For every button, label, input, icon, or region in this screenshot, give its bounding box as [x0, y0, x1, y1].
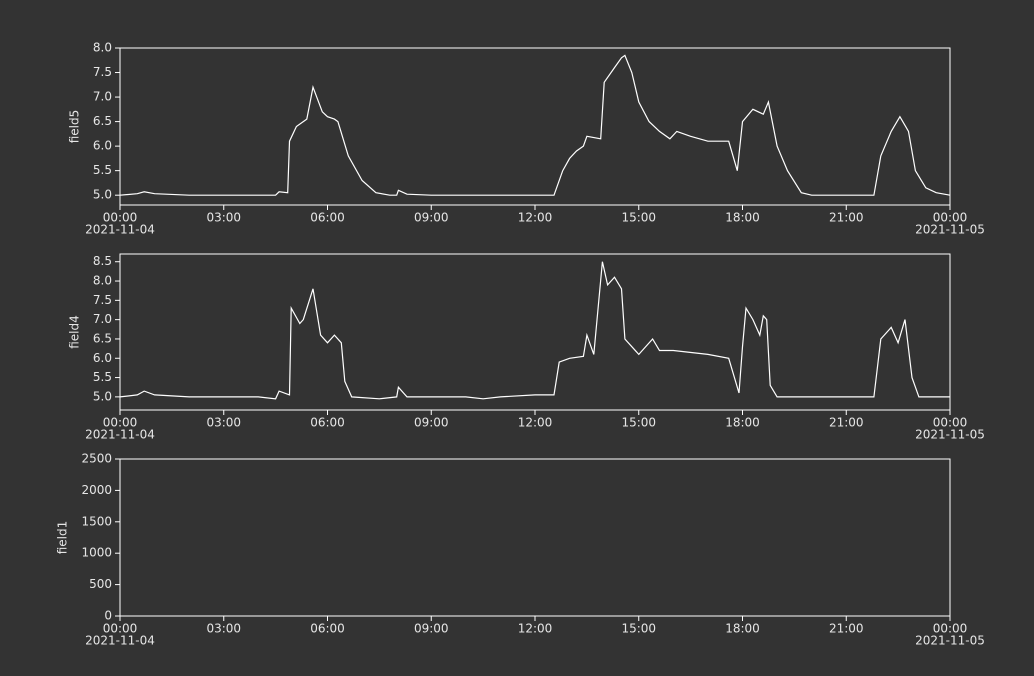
- x-tick-label: 21:00: [829, 416, 864, 430]
- x-tick-label: 00:00: [103, 211, 138, 225]
- x-tick-label: 21:00: [829, 211, 864, 225]
- data-line: [119, 261, 950, 400]
- y-tick-label: 8.5: [93, 254, 112, 268]
- x-tick-label: 03:00: [206, 211, 241, 225]
- x-tick-label: 00:00: [933, 622, 968, 636]
- y-tick-label: 5.0: [93, 188, 112, 202]
- y-tick-label: 2500: [81, 452, 112, 466]
- y-tick-label: 8.0: [93, 274, 112, 288]
- y-tick-label: 7.5: [93, 65, 112, 79]
- y-tick-label: 5.0: [93, 389, 112, 403]
- y-tick-label: 2000: [81, 483, 112, 497]
- x-tick-label: 18:00: [725, 211, 760, 225]
- y-tick-label: 7.0: [93, 90, 112, 104]
- x-tick-label: 18:00: [725, 416, 760, 430]
- y-tick-label: 6.0: [93, 351, 112, 365]
- y-tick-label: 6.0: [93, 139, 112, 153]
- x-tick-label: 03:00: [206, 416, 241, 430]
- x-tick-label: 12:00: [518, 622, 553, 636]
- x-tick-label: 18:00: [725, 622, 760, 636]
- x-tick-label: 15:00: [621, 416, 656, 430]
- x-tick-label: 00:00: [103, 416, 138, 430]
- x-date-label: 2021-11-04: [85, 428, 155, 442]
- x-tick-label: 12:00: [518, 416, 553, 430]
- y-tick-label: 1000: [81, 546, 112, 560]
- x-date-label: 2021-11-05: [915, 634, 985, 648]
- x-date-label: 2021-11-04: [85, 634, 155, 648]
- x-tick-label: 06:00: [310, 416, 345, 430]
- y-tick-label: 500: [89, 577, 112, 591]
- data-line: [119, 54, 951, 196]
- x-date-label: 2021-11-05: [915, 223, 985, 237]
- x-date-label: 2021-11-05: [915, 428, 985, 442]
- y-tick-label: 7.5: [93, 293, 112, 307]
- x-tick-label: 03:00: [206, 622, 241, 636]
- x-tick-label: 15:00: [621, 622, 656, 636]
- x-tick-label: 06:00: [310, 622, 345, 636]
- y-tick-label: 8.0: [93, 41, 112, 55]
- y-tick-label: 5.5: [93, 163, 112, 177]
- x-tick-label: 00:00: [103, 622, 138, 636]
- y-tick-label: 6.5: [93, 114, 112, 128]
- x-tick-label: 12:00: [518, 211, 553, 225]
- x-tick-label: 00:00: [933, 211, 968, 225]
- x-tick-label: 09:00: [414, 416, 449, 430]
- x-date-label: 2021-11-04: [85, 223, 155, 237]
- x-tick-label: 15:00: [621, 211, 656, 225]
- x-tick-label: 09:00: [414, 211, 449, 225]
- y-tick-label: 5.5: [93, 370, 112, 384]
- y-tick-label: 7.0: [93, 312, 112, 326]
- y-axis-label: field4: [68, 315, 82, 349]
- x-tick-label: 21:00: [829, 622, 864, 636]
- y-tick-label: 1500: [81, 514, 112, 528]
- x-tick-label: 06:00: [310, 211, 345, 225]
- y-tick-label: 6.5: [93, 331, 112, 345]
- y-tick-label: 0: [104, 609, 112, 623]
- x-tick-label: 09:00: [414, 622, 449, 636]
- x-tick-label: 00:00: [933, 416, 968, 430]
- y-axis-label: field5: [68, 110, 82, 144]
- y-axis-label: field1: [56, 521, 70, 555]
